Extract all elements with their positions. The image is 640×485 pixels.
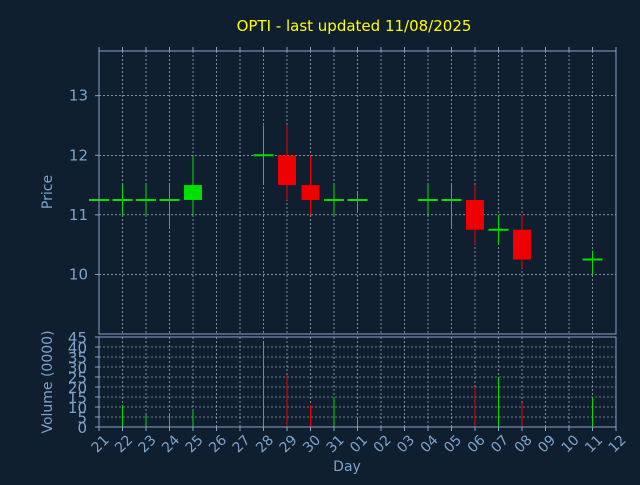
- volume-tick-label: 15: [68, 389, 87, 407]
- price-tick-label: 10: [69, 265, 88, 283]
- chart-title: OPTI - last updated 11/08/2025: [237, 17, 472, 35]
- chart-marks: [89, 125, 603, 427]
- candle-body: [513, 229, 531, 260]
- volume-tick-label: 0: [77, 419, 87, 437]
- candle-body: [301, 185, 320, 200]
- volume-axis-label: Volume (0000): [40, 330, 56, 433]
- price-tick-label: 13: [69, 87, 88, 105]
- candle-body: [184, 185, 202, 200]
- volume-tick-label: 30: [68, 359, 87, 377]
- volume-tick-label: 45: [68, 329, 87, 347]
- candle-body: [466, 199, 484, 230]
- volume-tick-label: 5: [77, 409, 87, 427]
- volume-tick-label: 35: [68, 349, 87, 367]
- volume-tick-label: 10: [68, 399, 87, 417]
- volume-tick-label: 20: [68, 379, 87, 397]
- price-axis-label: Price: [40, 175, 56, 209]
- x-axis-label: Day: [333, 459, 361, 475]
- volume-tick-label: 25: [68, 369, 87, 387]
- volume-tick-label: 40: [68, 339, 87, 357]
- price-tick-label: 11: [69, 206, 88, 224]
- price-tick-label: 12: [69, 146, 88, 164]
- candle-body: [278, 155, 296, 186]
